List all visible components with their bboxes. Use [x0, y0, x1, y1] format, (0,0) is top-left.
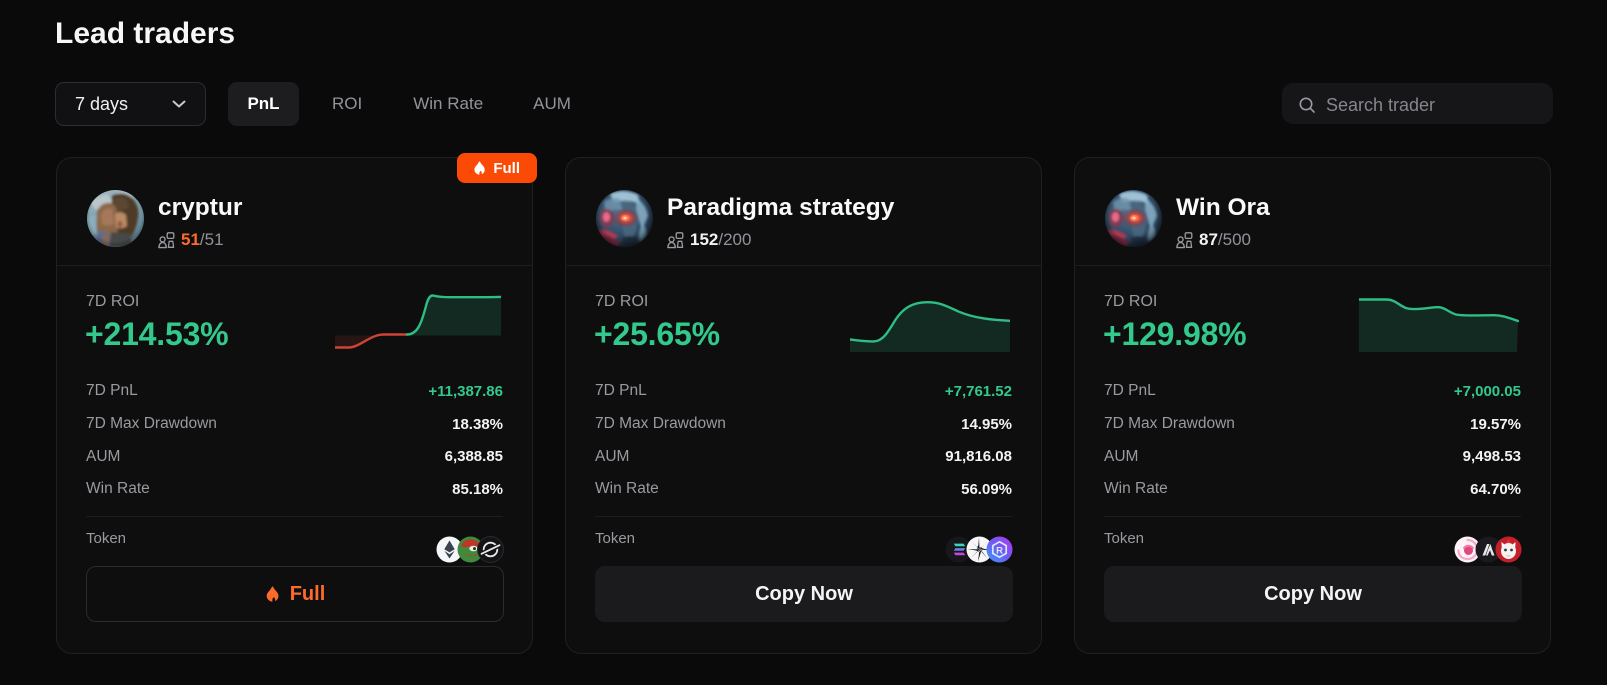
- svg-text:R: R: [996, 545, 1003, 556]
